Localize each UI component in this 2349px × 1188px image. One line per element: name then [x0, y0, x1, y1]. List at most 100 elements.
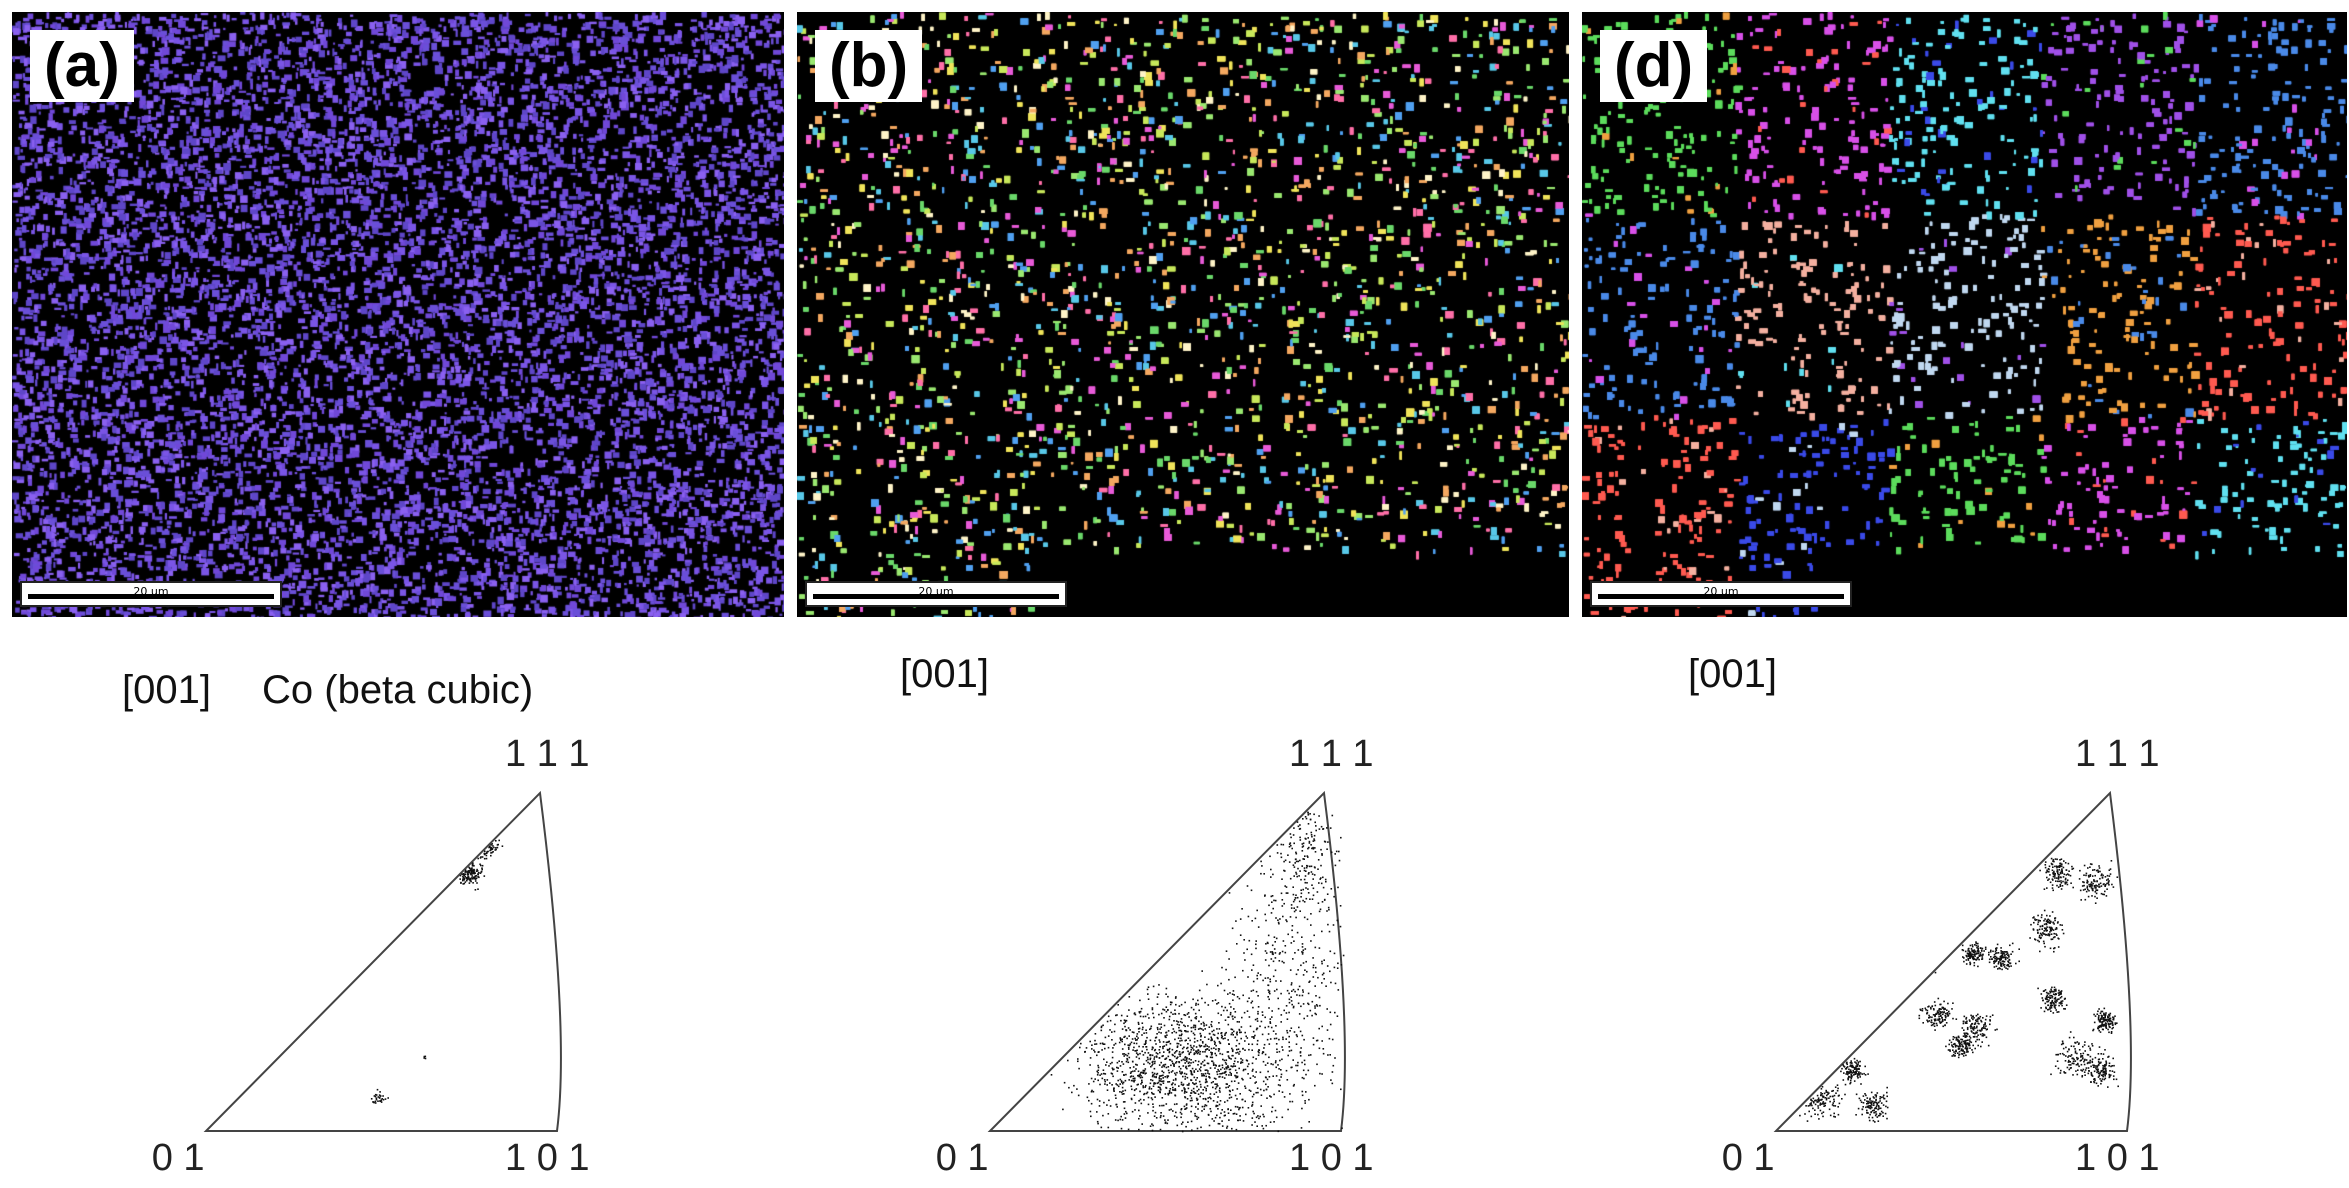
- ipf-point: [1180, 1113, 1183, 1115]
- ipf-point: [1165, 993, 1167, 995]
- ipf-point: [1821, 1112, 1823, 1115]
- ipf-point: [2063, 1054, 2065, 1056]
- ipf-point: [2054, 1004, 2056, 1007]
- ipf-point: [1984, 1018, 1987, 1021]
- ipf-point: [1169, 1088, 1172, 1090]
- ipf-point: [1966, 1049, 1968, 1051]
- ipf-point: [1228, 978, 1230, 981]
- pole-label-101: 1 0 1: [1289, 1137, 1374, 1179]
- ipf-point: [1294, 990, 1296, 993]
- ipf-point: [2086, 879, 2089, 882]
- ipf-point: [493, 846, 495, 849]
- ipf-point: [1183, 1024, 1185, 1027]
- direction-label: [001]: [900, 652, 989, 696]
- ipf-point: [1855, 1068, 1858, 1071]
- ipf-point: [2103, 1023, 2106, 1026]
- ipf-point: [2098, 1029, 2100, 1032]
- ipf-point: [1318, 947, 1321, 949]
- ipf-point: [2101, 1023, 2103, 1026]
- ipf-point: [1132, 1066, 1135, 1068]
- ipf-point: [1218, 1040, 1221, 1043]
- ipf-point: [2099, 877, 2101, 880]
- ipf-point: [2076, 1056, 2078, 1059]
- ipf-point: [1167, 1119, 1169, 1121]
- ipf-point: [2050, 1007, 2053, 1009]
- ipf-point: [1183, 1087, 1185, 1089]
- ipf-point: [1823, 1092, 1826, 1095]
- ipf-point: [1210, 1097, 1212, 1100]
- ipf-point: [2057, 1053, 2059, 1056]
- ipf-point: [2101, 1010, 2104, 1013]
- ipf-point: [1988, 961, 1991, 964]
- ipf-point: [2061, 1004, 2063, 1007]
- ipf-point: [2057, 946, 2060, 948]
- ipf-point: [1281, 1116, 1284, 1119]
- ipf-point: [2117, 1085, 2119, 1088]
- ipf-point: [1267, 1025, 1270, 1028]
- ipf-point: [1957, 1035, 1960, 1038]
- ipf-point: [1869, 1101, 1871, 1104]
- ipf-point: [1185, 1066, 1187, 1069]
- ipf-point: [370, 1098, 373, 1100]
- ipf-point: [1268, 1007, 1270, 1009]
- ipf-point: [1872, 1096, 1875, 1098]
- ipf-point: [1132, 1070, 1134, 1073]
- ipf-point: [1287, 1054, 1289, 1057]
- ipf-point: [2082, 889, 2085, 891]
- ipf-point: [1283, 1009, 1285, 1012]
- ipf-point: [1869, 1107, 1872, 1110]
- ipf-point: [1271, 1106, 1274, 1109]
- ipf-point: [1178, 1026, 1180, 1029]
- ipf-point: [1974, 1032, 1976, 1035]
- ipf-point: [1855, 1114, 1857, 1116]
- ipf-point: [1246, 948, 1248, 951]
- ipf-point: [1187, 1062, 1190, 1065]
- ipf-point: [1172, 1013, 1174, 1015]
- ipf-point: [1227, 993, 1229, 995]
- ipf-point: [1954, 1055, 1956, 1057]
- ipf-point: [1142, 1085, 1144, 1087]
- ipf-point: [1073, 1084, 1075, 1087]
- ipf-point: [1885, 1105, 1887, 1108]
- ipf-point: [1330, 981, 1332, 984]
- ipf-point: [1200, 1073, 1203, 1075]
- ipf-point: [2064, 881, 2066, 883]
- ipf-point: [1225, 1074, 1228, 1076]
- ipf-point: [1215, 1044, 1217, 1047]
- ipf-point: [1961, 1053, 1963, 1055]
- ipf-point: [1167, 1069, 1170, 1072]
- ipf-point: [1825, 1091, 1828, 1093]
- ipf-point: [1867, 1112, 1869, 1114]
- ipf-point: [1307, 873, 1310, 875]
- ipf-point: [1265, 1124, 1267, 1127]
- ipf-point: [496, 846, 499, 849]
- ipf-point: [1253, 1093, 1255, 1096]
- ipf-point: [1131, 1038, 1134, 1040]
- ipf-point: [1330, 851, 1333, 854]
- ipf-point: [1241, 1059, 1244, 1061]
- ipf-point: [2051, 999, 2054, 1002]
- ipf-point: [1238, 1107, 1241, 1109]
- ipf-point: [2059, 924, 2062, 926]
- ipf-point: [2062, 1047, 2065, 1050]
- ipf-point: [1973, 1025, 1976, 1028]
- ipf-point: [2005, 956, 2007, 959]
- ipf-point: [1295, 858, 1297, 860]
- ipf-point: [2057, 872, 2059, 874]
- ipf-point: [1299, 1051, 1302, 1054]
- ipf-point: [1285, 892, 1288, 894]
- ipf-point: [2049, 947, 2052, 950]
- ipf-point: [2101, 1078, 2104, 1080]
- ipf-point: [2104, 1075, 2106, 1077]
- ipf-point: [1264, 1064, 1267, 1066]
- ipf-point: [1961, 1043, 1963, 1046]
- ipf-point: [1254, 1018, 1257, 1021]
- ipf-point: [1175, 1031, 1178, 1034]
- ipf-point: [1271, 1016, 1273, 1018]
- ipf-point: [1163, 1064, 1165, 1066]
- ipf-point: [2039, 932, 2042, 935]
- ipf-point: [2078, 1065, 2080, 1068]
- ipf-point: [2048, 922, 2050, 924]
- ipf-point: [2042, 933, 2045, 935]
- ipf-point: [1297, 867, 1299, 870]
